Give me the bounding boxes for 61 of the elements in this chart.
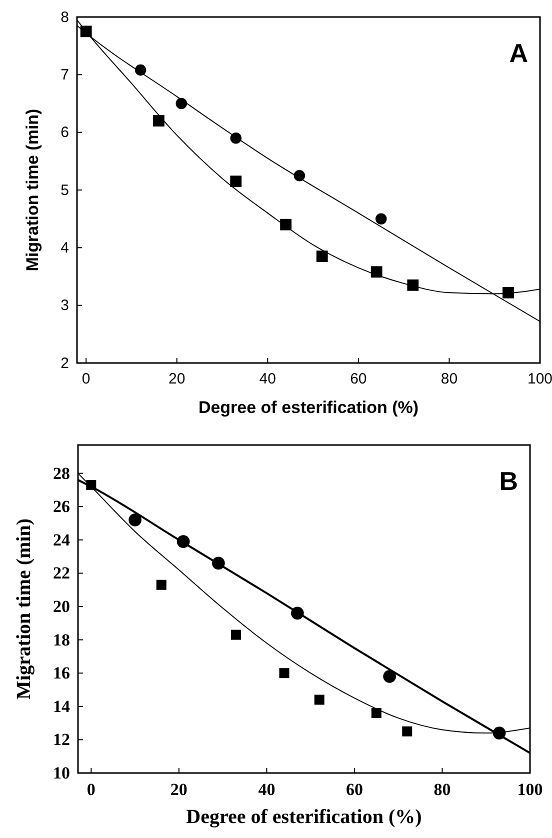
point xyxy=(492,726,506,740)
x-tick-label: 40 xyxy=(259,370,276,388)
x-tick-label: 80 xyxy=(434,780,451,800)
point xyxy=(383,670,396,683)
point xyxy=(212,556,225,570)
point xyxy=(134,64,146,76)
x-tick-label: 20 xyxy=(170,780,188,800)
y-tick-label: 2 xyxy=(60,354,69,372)
x-tick-label: 60 xyxy=(350,370,367,388)
x-tick-label: 0 xyxy=(86,780,96,800)
y-axis-title: Migration time (min) xyxy=(23,108,42,272)
y-tick-label: 24 xyxy=(53,530,70,550)
point xyxy=(371,708,382,718)
x-axis-title: Degree of esterification (%) xyxy=(198,398,419,417)
x-tick-label: 20 xyxy=(168,370,186,388)
y-tick-label: 22 xyxy=(53,564,70,583)
point xyxy=(176,98,188,110)
y-tick-label: 10 xyxy=(53,763,70,782)
point xyxy=(407,279,419,291)
annotation: B xyxy=(499,466,518,496)
point xyxy=(402,726,412,736)
point xyxy=(279,668,290,678)
y-tick-label: 8 xyxy=(60,8,69,26)
y-axis-title: Migration time (min) xyxy=(13,518,35,700)
point xyxy=(128,514,142,526)
y-tick-label: 5 xyxy=(60,182,69,199)
y-tick-label: 28 xyxy=(53,464,70,483)
y-tick-label: 7 xyxy=(60,66,69,84)
x-tick-label: 100 xyxy=(527,370,552,388)
point xyxy=(153,115,164,126)
point xyxy=(230,176,242,188)
point xyxy=(280,218,292,230)
y-tick-label: 20 xyxy=(53,596,70,616)
x-tick-label: 100 xyxy=(517,780,543,800)
point xyxy=(230,132,242,144)
y-tick-label: 12 xyxy=(53,730,70,750)
point xyxy=(86,480,96,490)
x-tick-label: 60 xyxy=(346,780,363,800)
x-tick-label: 0 xyxy=(82,370,90,388)
y-tick-label: 14 xyxy=(53,696,70,716)
point xyxy=(314,694,324,705)
point xyxy=(370,266,382,278)
point xyxy=(375,213,387,224)
point xyxy=(156,580,166,590)
point xyxy=(230,630,241,640)
annotation: A xyxy=(509,38,528,68)
y-tick-label: 16 xyxy=(53,664,70,683)
y-tick-label: 6 xyxy=(60,124,69,142)
y-tick-label: 26 xyxy=(53,497,70,516)
point xyxy=(294,170,306,182)
point xyxy=(316,250,328,262)
y-tick-label: 18 xyxy=(53,630,70,650)
point xyxy=(80,26,92,38)
x-tick-label: 80 xyxy=(440,370,458,388)
y-tick-label: 4 xyxy=(60,239,69,256)
point xyxy=(290,606,304,620)
y-tick-label: 3 xyxy=(60,297,69,314)
x-axis-title: Degree of esterification (%) xyxy=(186,806,422,828)
point xyxy=(176,535,190,548)
x-tick-label: 40 xyxy=(258,780,276,800)
point xyxy=(502,286,514,298)
